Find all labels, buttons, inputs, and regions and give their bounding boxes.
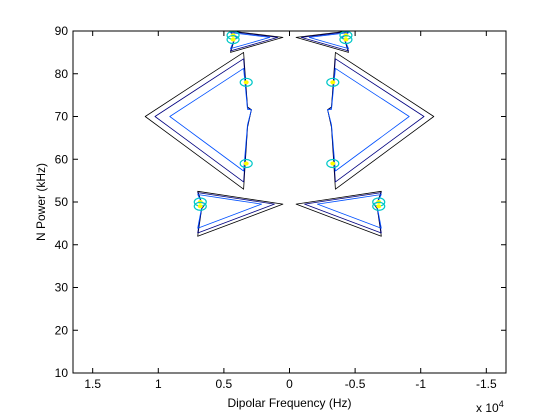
y-axis-ticks: 10 20 30 40 50 60 70 80 90 [55, 24, 506, 380]
contour-cap-89-neg-peak-bottom [343, 37, 349, 42]
y-axis-label: N Power (kHz) [34, 163, 48, 241]
x-axis-exponent-power: 4 [499, 399, 504, 409]
contour-cap-89-pos-core-bottom [226, 34, 240, 45]
contour-chevron-70-pos-peak-bottom [243, 161, 249, 166]
contour-chevron-70-neg-core-top [326, 77, 340, 87]
y-tick-label: 70 [55, 110, 69, 124]
y-tick-label: 30 [55, 281, 69, 295]
contour-chevron-49-neg-peak-bottom [376, 204, 382, 209]
contour-cap-89-pos-peak-bottom [230, 37, 236, 42]
contour-cap-89-pos-level2 [230, 32, 271, 49]
y-tick-label: 60 [55, 152, 69, 166]
contour-chevron-70-pos-level2 [169, 68, 252, 172]
x-tick-label: 0.5 [216, 377, 233, 391]
contour-chevron-70-neg-level2 [327, 68, 410, 172]
y-tick-label: 10 [55, 366, 69, 380]
contour-chevron-70-neg-core-bottom [326, 158, 340, 169]
plot-content [144, 30, 435, 237]
y-tick-label: 90 [55, 24, 69, 38]
contour-chevron-70-pos-core-bottom [239, 158, 253, 169]
x-axis-label: Dipolar Frequency (Hz) [227, 396, 351, 410]
x-tick-label: -0.5 [345, 377, 366, 391]
x-tick-label: 0 [286, 377, 293, 391]
contour-cap-89-neg-core-bottom [339, 34, 353, 45]
x-tick-label: -1 [415, 377, 426, 391]
x-tick-label: 1 [155, 377, 162, 391]
x-tick-label: 1.5 [84, 377, 101, 391]
y-tick-label: 40 [55, 238, 69, 252]
x-axis-exponent: x 104 [476, 399, 504, 415]
contour-chevron-70-pos-level1 [154, 58, 252, 183]
contour-chevron-70-pos-core-top [239, 77, 253, 87]
contour-chevron-49-pos-peak-bottom [197, 204, 203, 209]
contour-chevron-70-neg-peak-top [330, 80, 336, 85]
x-axis-exponent-base: x 10 [476, 401, 499, 415]
contour-chevron-49-neg-core-bottom [372, 201, 386, 211]
contour-chevron-70-pos-peak-top [243, 80, 249, 85]
contour-chevron-70-neg-outer [327, 52, 435, 190]
y-tick-label: 50 [55, 195, 69, 209]
contour-chevron-70-neg-peak-bottom [330, 161, 336, 166]
y-tick-label: 80 [55, 67, 69, 81]
contour-chevron-70-neg-level1 [327, 58, 425, 183]
x-axis-ticks: 1.5 1 0.5 0 -0.5 -1 -1.5 [84, 31, 497, 391]
contour-cap-89-neg-level2 [308, 32, 349, 49]
x-tick-label: -1.5 [476, 377, 497, 391]
y-tick-label: 20 [55, 323, 69, 337]
contour-chevron-49-pos-core-bottom [193, 201, 207, 211]
contour-chevron-70-pos-outer [144, 52, 252, 190]
